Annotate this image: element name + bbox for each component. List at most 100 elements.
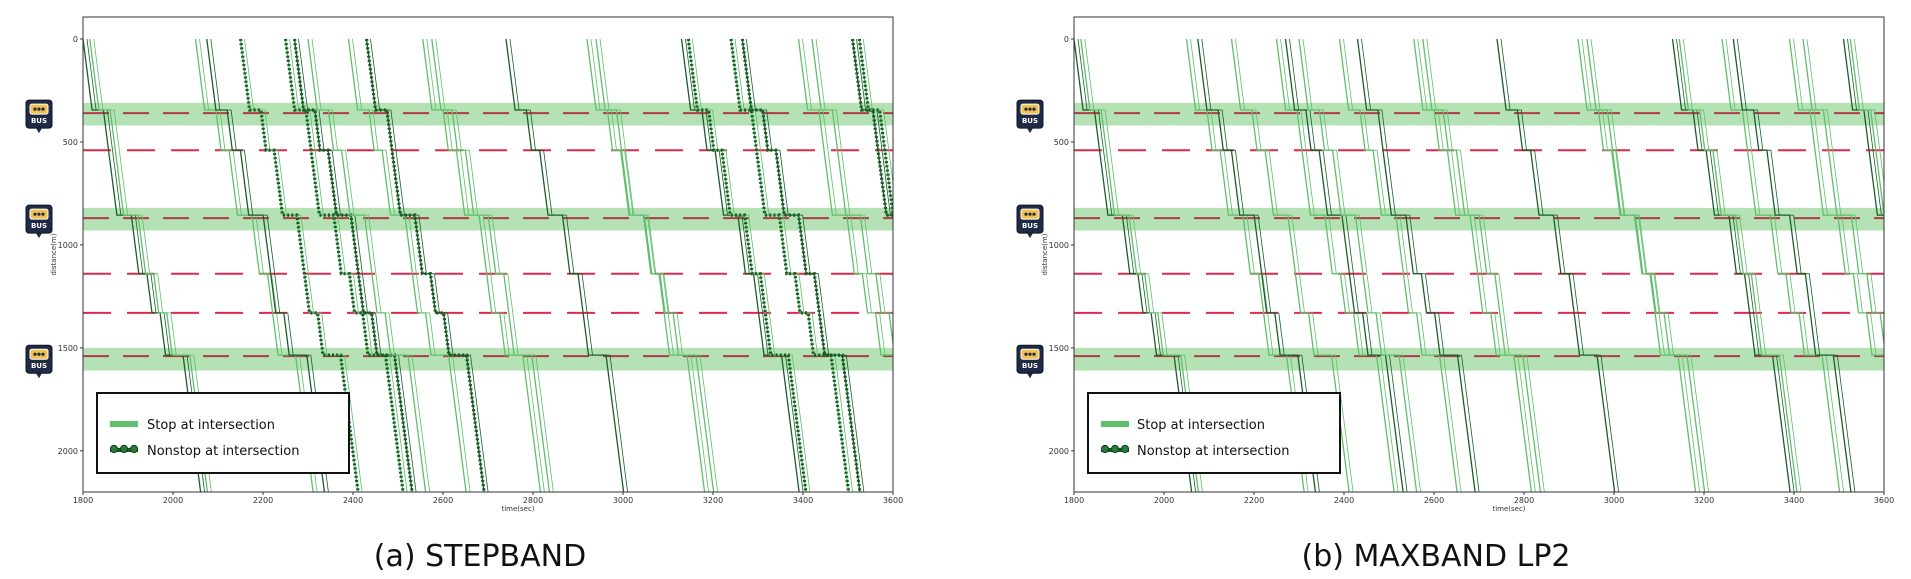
- bus-icon-wheel: [1024, 107, 1028, 111]
- trajectory-line: [1736, 38, 1856, 492]
- y-tick-label: 2000: [1049, 447, 1069, 456]
- nonstop-trajectory: [686, 38, 808, 492]
- bus-icon-wheel: [1032, 212, 1036, 216]
- trajectory-line: [1500, 38, 1619, 492]
- x-tick-label: 2200: [1244, 496, 1264, 505]
- nonstop-trajectory: [238, 38, 360, 492]
- x-tick-label: 1800: [1064, 496, 1084, 505]
- trajectory-line: [815, 38, 893, 316]
- bus-stop-icons-a: BUS BUS BUS: [25, 99, 53, 379]
- bus-stop-icon: BUS: [25, 344, 53, 379]
- nonstop-trajectory: [364, 38, 486, 492]
- bus-icon-pin: [36, 373, 42, 379]
- trajectory-line: [1302, 38, 1421, 492]
- bus-icon-wheel: [37, 352, 41, 356]
- legend-box: [1087, 392, 1341, 474]
- trajectories: [83, 38, 893, 492]
- panel-a: BUS BUS BUS 1800 2000 2200 2400 2600 2800 3000 32…: [25, 16, 903, 574]
- bus-stop-icons-b: BUS BUS BUS: [1016, 99, 1044, 379]
- trajectory-line: [599, 38, 718, 492]
- y-tick-label: 0: [73, 35, 78, 44]
- bus-icon-wheel: [41, 352, 45, 356]
- trajectory-line: [862, 38, 893, 187]
- bus-stop-icon: BUS: [25, 204, 53, 239]
- nonstop-trajectory: [729, 38, 851, 492]
- bus-icon-label: BUS: [1022, 117, 1038, 125]
- x-tick-label: 2400: [343, 496, 363, 505]
- x-tick-label: 3400: [793, 496, 813, 505]
- x-tick-label: 3400: [1784, 496, 1804, 505]
- x-axis-label: time(sec): [501, 505, 534, 513]
- trajectory-line: [435, 38, 554, 492]
- bus-icon-label: BUS: [1022, 362, 1038, 370]
- bus-icon-wheel: [1028, 352, 1032, 356]
- x-tick-label: 3600: [1874, 496, 1894, 505]
- trajectory-line: [244, 38, 363, 492]
- nonstop-trajectory: [740, 38, 862, 492]
- bus-icon-wheel: [33, 352, 37, 356]
- x-axis-label: time(sec): [1492, 505, 1525, 513]
- trajectory-line: [1853, 38, 1884, 187]
- bus-icon-pin: [36, 128, 42, 134]
- bus-stop-band: [83, 347, 893, 371]
- y-tick-label: 2000: [58, 447, 78, 456]
- x-tick-label: 2600: [1424, 496, 1444, 505]
- trajectory-line: [1426, 38, 1545, 492]
- trajectory-line: [509, 38, 628, 492]
- bus-stop-icon: BUS: [1016, 99, 1044, 134]
- y-tick-label: 500: [1054, 138, 1069, 147]
- legend-box: [96, 392, 350, 474]
- bus-icon-wheel: [33, 107, 37, 111]
- legend-nonstop-label: Nonstop at intersection: [1137, 444, 1289, 459]
- axes-frame: [1073, 16, 1885, 493]
- y-tick-label: 1500: [58, 344, 78, 353]
- legend-a: Stop at intersection Nonstop at intersec…: [96, 392, 350, 474]
- x-tick-label: 2000: [163, 496, 183, 505]
- bus-icon-wheel: [1024, 212, 1028, 216]
- trajectory-line: [691, 38, 811, 492]
- bus-icon-label: BUS: [31, 362, 47, 370]
- legend-nonstop-label: Nonstop at intersection: [147, 444, 299, 459]
- trajectory-line: [210, 38, 329, 492]
- bus-icon-label: BUS: [1022, 222, 1038, 230]
- trajectory-line: [1201, 38, 1320, 492]
- axes-frame: [82, 16, 894, 493]
- y-axis-label: distance(m): [50, 233, 58, 275]
- trajectory-line: [1361, 38, 1480, 492]
- trajectory-line: [1084, 38, 1203, 492]
- bus-icon-wheel: [41, 107, 45, 111]
- y-tick-label: 500: [63, 138, 78, 147]
- bus-icon-wheel: [33, 212, 37, 216]
- x-tick-label: 3600: [883, 496, 903, 505]
- y-tick-label: 1000: [58, 241, 78, 250]
- x-tick-label: 3000: [613, 496, 633, 505]
- x-tick-label: 2200: [253, 496, 273, 505]
- caption-b: (b) MAXBAND LP2: [1301, 539, 1570, 574]
- trajectories: [1074, 38, 1884, 492]
- bus-stop-band: [1074, 347, 1884, 371]
- bus-icon-wheel: [37, 212, 41, 216]
- bus-stop-icon: BUS: [1016, 344, 1044, 379]
- legend-stop-label: Stop at intersection: [1137, 418, 1265, 433]
- y-tick-label: 0: [1064, 35, 1069, 44]
- x-tick-label: 2600: [433, 496, 453, 505]
- bus-icon-wheel: [37, 107, 41, 111]
- bus-icon-pin: [1027, 128, 1033, 134]
- x-tick-label: 3200: [703, 496, 723, 505]
- x-tick-label: 3000: [1604, 496, 1624, 505]
- plot-area-b: 1800 2000 2200 2400 2600 2800 3000 3200 3400 3600…: [1041, 16, 1894, 513]
- bus-icon-pin: [36, 233, 42, 239]
- bus-icon-pin: [1027, 373, 1033, 379]
- trajectory-line: [1235, 38, 1354, 492]
- legend-b: Stop at intersection Nonstop at intersec…: [1087, 392, 1341, 474]
- nonstop-trajectory: [283, 38, 405, 492]
- x-tick-label: 2800: [1514, 496, 1534, 505]
- trajectory-line: [93, 38, 212, 492]
- x-tick-label: 3200: [1694, 496, 1714, 505]
- bus-icon-wheel: [41, 212, 45, 216]
- legend-stop-label: Stop at intersection: [147, 418, 275, 433]
- trajectory-line: [1682, 38, 1802, 492]
- x-tick-label: 2400: [1334, 496, 1354, 505]
